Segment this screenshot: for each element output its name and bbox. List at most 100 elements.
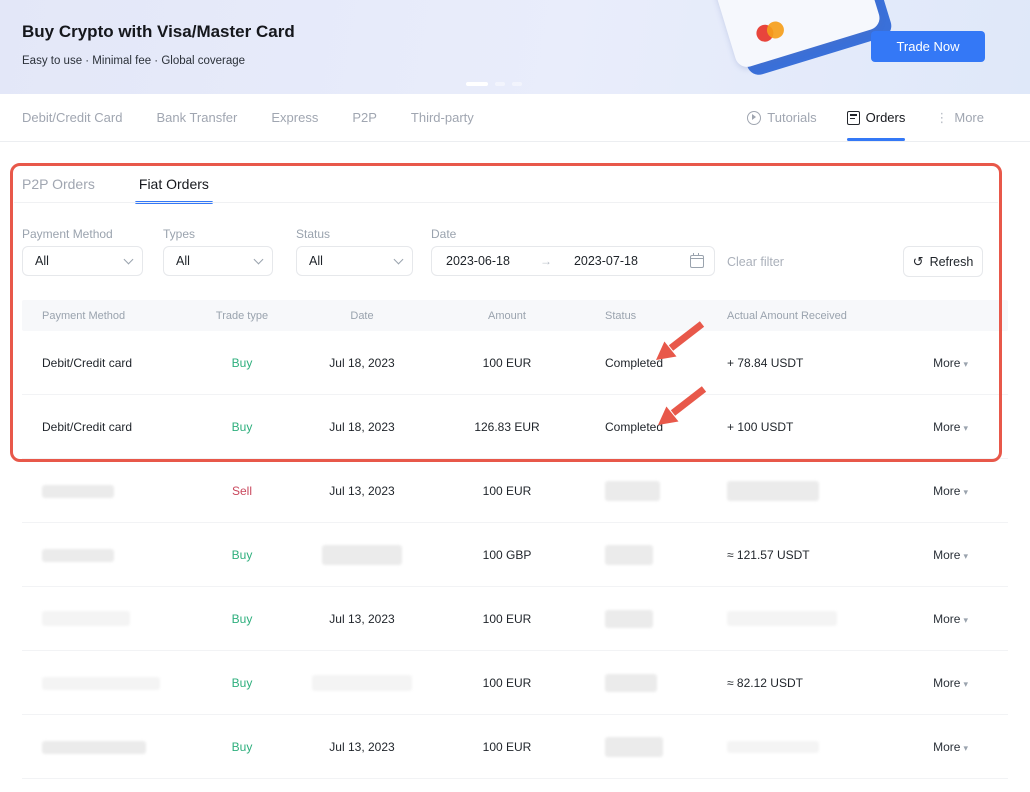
redacted-placeholder xyxy=(42,740,146,754)
calendar-icon[interactable] xyxy=(690,252,704,268)
cell-received xyxy=(705,611,902,627)
caret-down-icon: ▾ xyxy=(963,486,968,497)
trade-type-label: Buy xyxy=(231,419,253,434)
more-button[interactable]: More ▾ xyxy=(902,548,1008,562)
cell-received: ≈ 121.57 USDT xyxy=(727,547,810,562)
orders-tabs: P2P Orders Fiat Orders xyxy=(22,176,213,204)
trade-type-label: Buy xyxy=(231,355,253,370)
cell-payment-method: Debit/Credit card xyxy=(42,419,133,434)
payment-method-select[interactable]: All xyxy=(22,246,143,276)
kebab-menu-icon: ⋮ xyxy=(935,110,949,125)
credit-card-illustration xyxy=(711,0,895,78)
cell-status: Completed xyxy=(605,419,664,434)
cell-amount: 100 EUR xyxy=(482,483,532,498)
table-row: Buy 100 GBP ≈ 121.57 USDT More ▾ xyxy=(22,523,1008,587)
carousel-dot[interactable] xyxy=(466,82,488,86)
range-arrow-icon: → xyxy=(539,254,552,268)
redacted-placeholder xyxy=(605,673,657,692)
col-header-status: Status xyxy=(605,309,637,322)
cell-date: Jul 13, 2023 xyxy=(329,483,395,498)
trade-type-label: Buy xyxy=(231,547,253,562)
nav-item-more[interactable]: ⋮ More xyxy=(935,94,984,141)
col-header-actual-amount: Actual Amount Received xyxy=(727,309,847,322)
more-label: More xyxy=(933,419,961,434)
carousel-dot[interactable] xyxy=(495,82,505,86)
cell-date: Jul 18, 2023 xyxy=(329,419,395,434)
tab-p2p-orders[interactable]: P2P Orders xyxy=(22,176,95,192)
cell-received xyxy=(705,740,902,754)
cell-status: Completed xyxy=(605,355,664,370)
select-value: All xyxy=(35,254,49,268)
nav-item-third-party[interactable]: Third-party xyxy=(411,94,474,141)
nav-item-tutorials[interactable]: Tutorials xyxy=(747,94,817,141)
cell-payment-method: Debit/Credit card xyxy=(42,355,133,370)
nav-item-debit-credit-card[interactable]: Debit/Credit Card xyxy=(22,94,122,141)
date-from-value[interactable]: 2023-06-18 xyxy=(446,254,510,268)
types-select[interactable]: All xyxy=(163,246,273,276)
nav-label: Bank Transfer xyxy=(156,110,238,125)
table-header-row: Payment Method Trade type Date Amount St… xyxy=(22,300,1008,331)
nav-item-p2p[interactable]: P2P xyxy=(352,94,377,141)
nav-item-express[interactable]: Express xyxy=(271,94,318,141)
cell-date xyxy=(292,544,432,565)
date-to-value[interactable]: 2023-07-18 xyxy=(573,254,638,268)
nav-label: Orders xyxy=(865,110,906,125)
refresh-icon: ↺ xyxy=(912,254,924,269)
carousel-dot[interactable] xyxy=(512,82,522,86)
col-header-payment-method: Payment Method xyxy=(42,309,126,322)
more-label: More xyxy=(933,675,961,690)
caret-down-icon: ▾ xyxy=(963,550,968,561)
nav-item-orders[interactable]: Orders xyxy=(846,94,906,141)
trade-type-label: Buy xyxy=(231,611,253,626)
col-header-amount: Amount xyxy=(488,309,526,322)
redacted-placeholder xyxy=(42,548,114,562)
cell-received: ≈ 82.12 USDT xyxy=(727,675,803,690)
nav-label: P2P xyxy=(352,110,377,125)
caret-down-icon: ▾ xyxy=(963,742,968,753)
trade-type-label: Buy xyxy=(231,675,253,690)
nav-label: Tutorials xyxy=(767,110,817,125)
cell-date: Jul 13, 2023 xyxy=(329,611,395,626)
nav-right-group: Tutorials Orders ⋮ More xyxy=(747,94,984,141)
redacted-placeholder xyxy=(727,611,837,627)
chevron-down-icon xyxy=(253,254,264,265)
orders-document-icon xyxy=(846,110,860,125)
cell-status xyxy=(582,544,705,565)
redacted-placeholder xyxy=(605,609,653,628)
cell-status xyxy=(582,736,705,757)
cell-amount: 100 EUR xyxy=(482,611,532,626)
refresh-button[interactable]: ↺ Refresh xyxy=(903,246,983,277)
nav-label: Express xyxy=(271,110,319,125)
more-button[interactable]: More ▾ xyxy=(902,740,1008,754)
tabs-divider xyxy=(14,202,998,203)
trade-type-label: Sell xyxy=(231,483,252,498)
redacted-placeholder xyxy=(42,676,160,690)
cell-amount: 100 EUR xyxy=(482,675,532,690)
nav-item-bank-transfer[interactable]: Bank Transfer xyxy=(156,94,237,141)
cell-payment-method xyxy=(22,739,192,754)
table-row: Debit/Credit card Buy Jul 18, 2023 126.8… xyxy=(22,395,1008,459)
more-button[interactable]: More ▾ xyxy=(902,676,1008,690)
date-range-picker[interactable]: 2023-06-18 → 2023-07-18 xyxy=(431,246,715,276)
redacted-placeholder xyxy=(42,484,114,498)
nav-label: Third-party xyxy=(410,110,474,125)
cell-status xyxy=(582,609,705,628)
cell-amount: 100 GBP xyxy=(482,547,532,562)
more-button[interactable]: More ▾ xyxy=(902,612,1008,626)
redacted-placeholder xyxy=(605,480,660,501)
cell-date xyxy=(292,674,432,691)
promo-banner: Buy Crypto with Visa/Master Card Easy to… xyxy=(0,0,1030,94)
nav-label: Debit/Credit Card xyxy=(22,110,123,125)
clear-filter-button[interactable]: Clear filter xyxy=(727,255,784,269)
more-button[interactable]: More ▾ xyxy=(902,484,1008,498)
more-button[interactable]: More ▾ xyxy=(902,356,1008,370)
more-button[interactable]: More ▾ xyxy=(902,420,1008,434)
carousel-indicator[interactable] xyxy=(466,82,522,86)
col-header-trade-type: Trade type xyxy=(215,309,269,322)
more-label: More xyxy=(933,739,961,754)
cell-payment-method xyxy=(22,611,192,627)
tab-fiat-orders[interactable]: Fiat Orders xyxy=(134,176,213,204)
trade-now-button[interactable]: Trade Now xyxy=(871,31,985,62)
redacted-placeholder xyxy=(322,544,402,565)
status-select[interactable]: All xyxy=(296,246,413,276)
